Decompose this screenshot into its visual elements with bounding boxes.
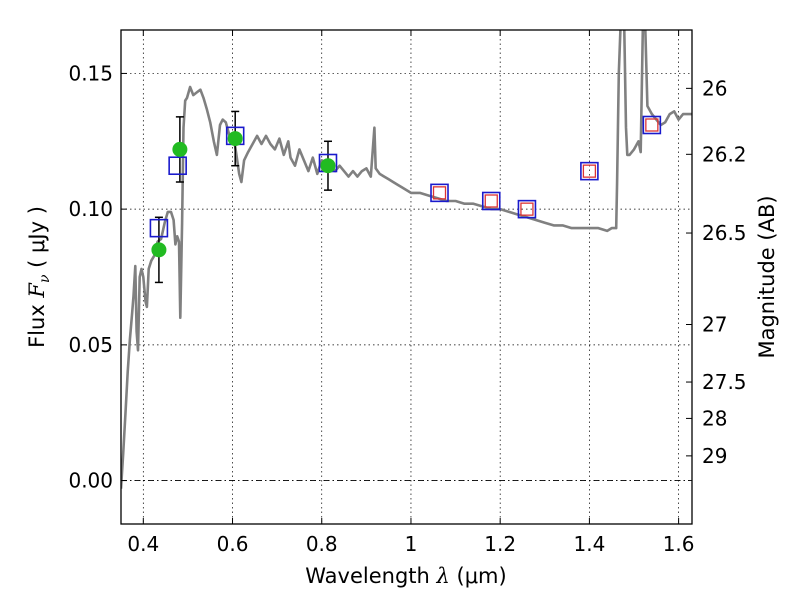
model-spectrum-line xyxy=(121,30,692,489)
y-tick-labels: 0.00 0.05 0.10 0.15 xyxy=(68,61,113,492)
y2-tick-label: 26 xyxy=(702,76,727,100)
y2-axis-title: Magnitude (AB) xyxy=(755,195,779,358)
y2-tick-labels: 26 26.2 26.5 27 27.5 28 29 xyxy=(702,76,747,468)
observed-photometry-points xyxy=(151,131,336,258)
y2-tick-label: 26.2 xyxy=(702,142,747,166)
observed-flux-box xyxy=(432,186,447,200)
observed-flux-box xyxy=(484,194,498,208)
y2-tick-label: 27.5 xyxy=(702,370,747,394)
x-tick-label: 1.6 xyxy=(663,532,695,556)
model-spectrum xyxy=(121,30,692,489)
y2-tick-label: 27 xyxy=(702,313,727,337)
x-tick-label: 0.4 xyxy=(127,532,159,556)
observed-flux-box xyxy=(645,118,659,132)
model-flux-box xyxy=(481,191,501,211)
model-flux-box xyxy=(168,156,187,176)
x-tick-label: 1.2 xyxy=(484,532,516,556)
plot-frame xyxy=(120,29,693,525)
model-flux-box xyxy=(517,199,537,219)
model-flux-box xyxy=(580,161,599,181)
model-flux-box xyxy=(642,115,662,135)
x-tick-labels: 0.4 0.6 0.8 1 1.2 1.4 1.6 xyxy=(127,532,694,556)
observed-flux-point xyxy=(151,242,167,258)
model-flux-box xyxy=(430,183,449,203)
x-tick-label: 1 xyxy=(405,532,418,556)
y-tick-label: 0.00 xyxy=(68,469,113,493)
observed-flux-box xyxy=(520,202,534,216)
y-tick-label: 0.15 xyxy=(68,61,113,85)
x-tick-label: 0.8 xyxy=(306,532,338,556)
observed-flux-point xyxy=(320,158,336,174)
y2-tick-label: 28 xyxy=(702,406,727,430)
y2-tick-label: 26.5 xyxy=(702,221,747,245)
observed-flux-point xyxy=(172,141,188,157)
y-tick-label: 0.05 xyxy=(68,333,113,357)
x-tick-label: 1.4 xyxy=(573,532,605,556)
x-tick-label: 0.6 xyxy=(217,532,249,556)
axis-ticks xyxy=(121,30,692,524)
y-axis-title: Flux Fν ( μJy ) xyxy=(25,206,53,348)
model-flux-box xyxy=(149,218,169,238)
observed-flux-point xyxy=(227,131,243,147)
x-axis-title: Wavelength λ (μm) xyxy=(305,564,506,588)
observed-flux-box xyxy=(582,164,597,178)
model-photometry-boxes xyxy=(149,115,662,238)
y2-tick-label: 29 xyxy=(702,444,727,468)
y-tick-label: 0.10 xyxy=(68,197,113,221)
